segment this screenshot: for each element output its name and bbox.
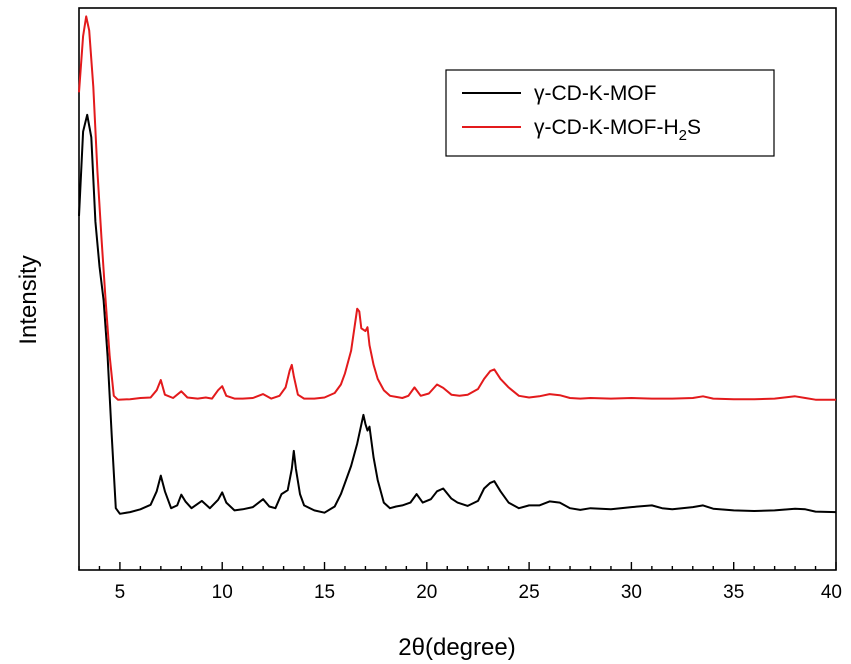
x-tick-label: 5 [115, 582, 126, 603]
legend-label-gamma-cd-k-mof: γ-CD-K-MOF [534, 82, 656, 105]
series-line-gamma-cd-k-mof-h2s [78, 15, 836, 401]
legend-label-gamma-cd-k-mof-h2s: γ-CD-K-MOF-H2S [534, 116, 701, 144]
series-layer [78, 15, 837, 515]
y-axis-title: Intensity [15, 255, 42, 344]
x-tick-label: 35 [723, 582, 744, 603]
x-axis-ticks: 5 10 15 20 25 30 35 40 [78, 562, 842, 603]
x-tick-label: 15 [314, 582, 335, 603]
x-tick-label: 30 [621, 582, 642, 603]
x-axis-title: 2θ(degree) [398, 634, 515, 661]
legend-box [445, 69, 775, 157]
x-tick-label: 25 [519, 582, 540, 603]
x-tick-label: 40 [821, 582, 842, 603]
legend: γ-CD-K-MOF γ-CD-K-MOF-H2S [445, 69, 775, 157]
x-tick-label: 20 [416, 582, 437, 603]
plot-frame [78, 7, 837, 571]
series-line-gamma-cd-k-mof [78, 113, 837, 515]
x-tick-label: 10 [212, 582, 233, 603]
